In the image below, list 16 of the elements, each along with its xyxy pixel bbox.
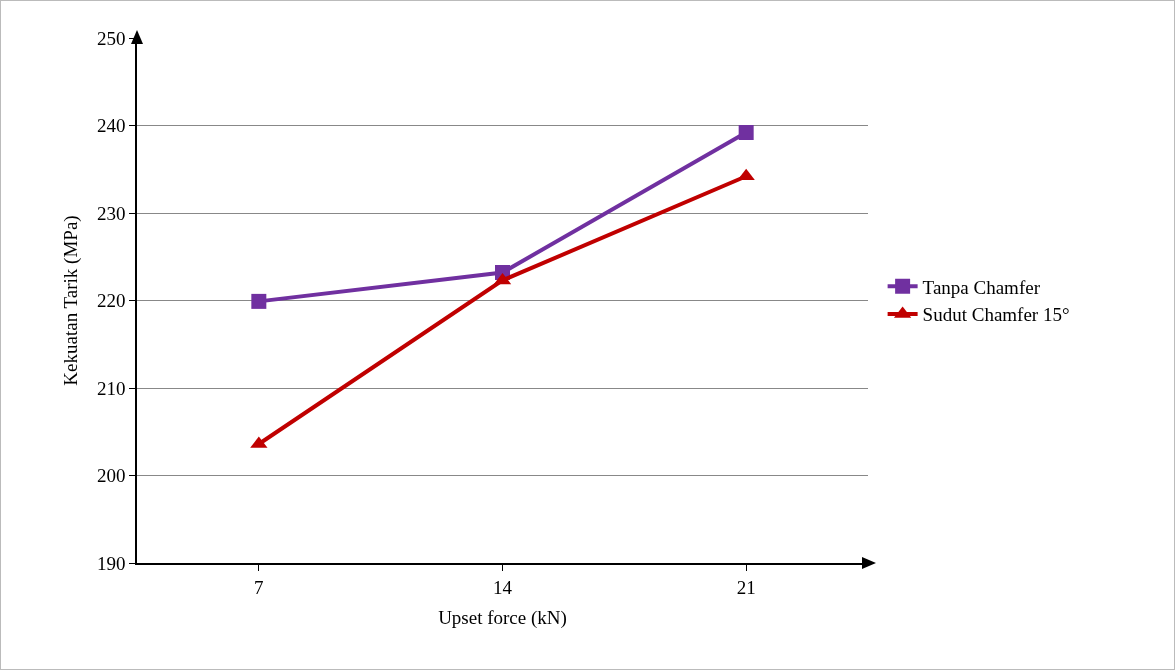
y-tick-label: 200 — [96, 465, 126, 487]
x-tick-label: 14 — [493, 576, 513, 598]
y-tick-label: 230 — [96, 202, 126, 224]
x-axis-title: Upset force (kN) — [438, 606, 567, 629]
y-axis-title: Kekuatan Tarik (MPa) — [60, 215, 83, 386]
y-tick-label: 250 — [96, 27, 126, 49]
y-tick-label: 190 — [96, 552, 126, 574]
y-tick-label: 210 — [96, 377, 126, 399]
point — [738, 125, 754, 140]
point — [251, 293, 267, 309]
y-tick-label: 240 — [96, 115, 126, 137]
x-tick-label: 21 — [736, 576, 756, 598]
legend-label: Tanpa Chamfer — [922, 276, 1041, 298]
y-tick-label: 220 — [96, 290, 126, 312]
legend-label: Sudut Chamfer 15° — [922, 304, 1070, 326]
x-tick-label: 7 — [254, 576, 264, 598]
